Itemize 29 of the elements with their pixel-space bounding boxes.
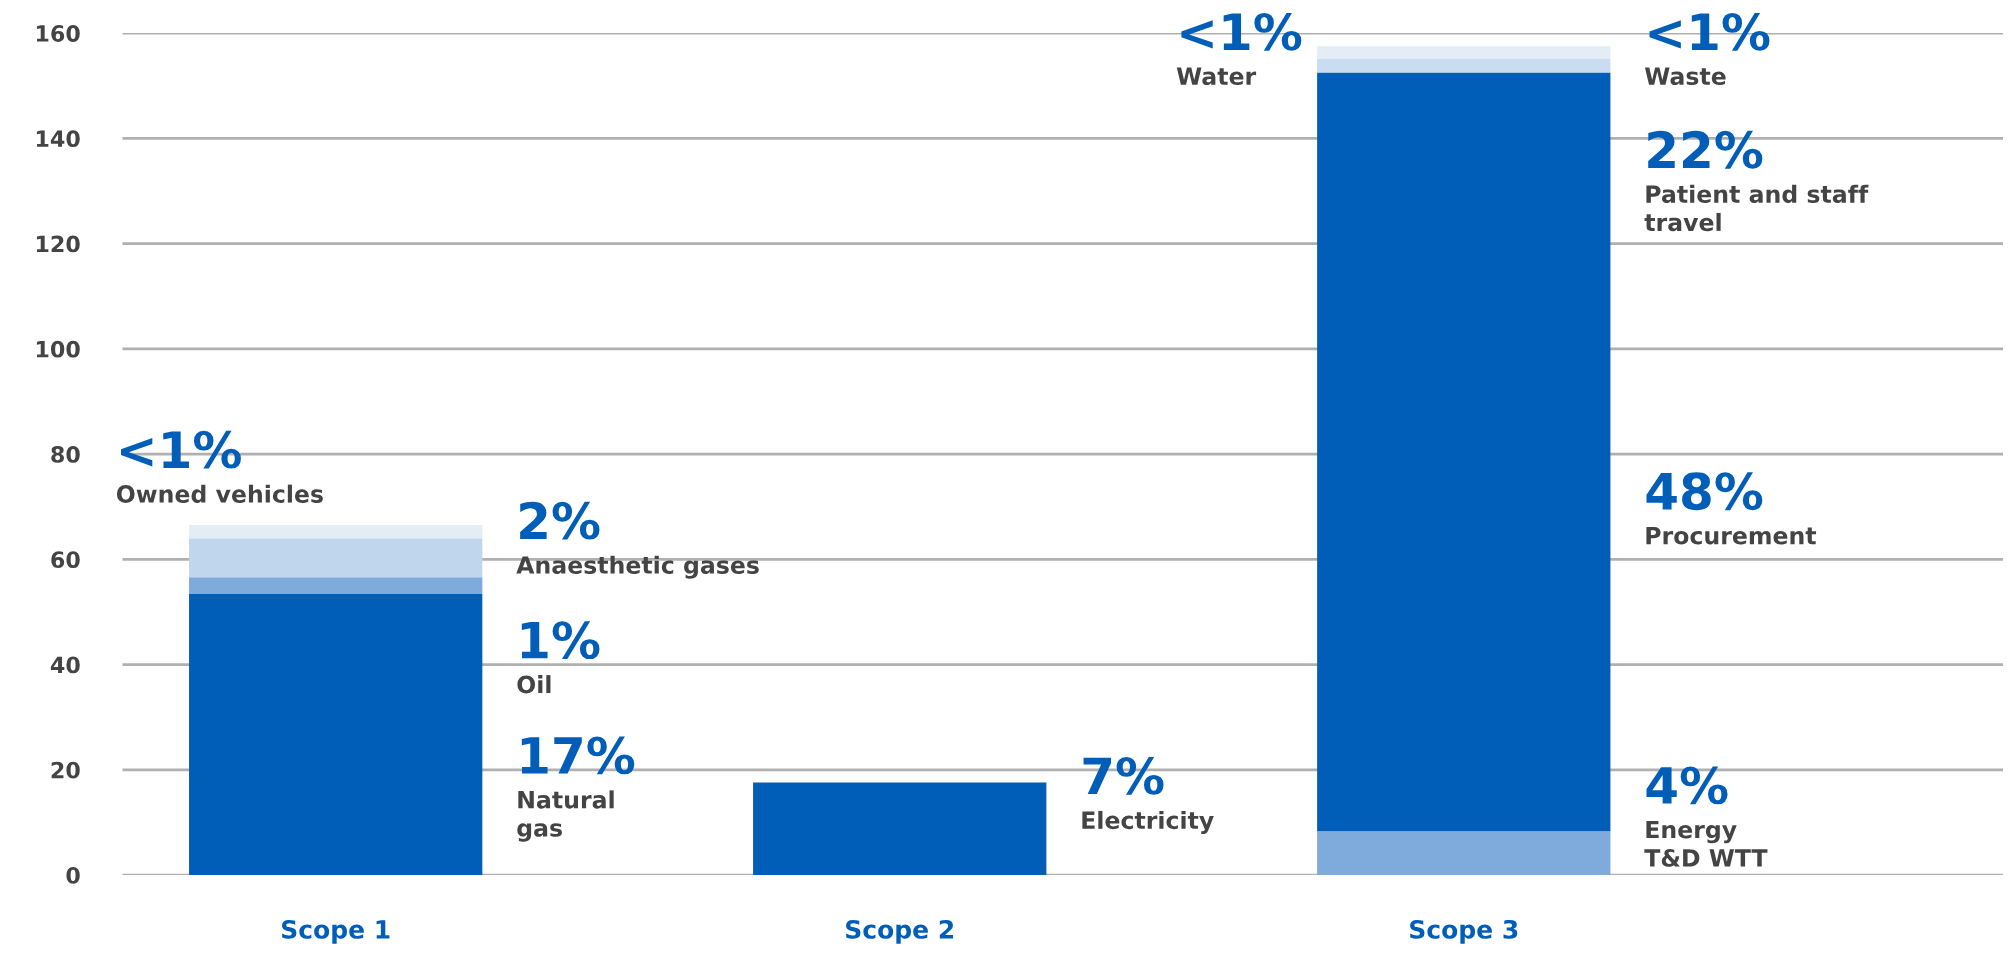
y-tick-label: 140 (36, 130, 80, 148)
y-tick-label: 80 (51, 446, 80, 463)
y-tick-label: 60 (51, 551, 80, 569)
annotation: 7% Electricity (1082, 757, 1214, 834)
annotation: 48% Procurement (1646, 472, 1817, 545)
bar (1317, 46, 1611, 59)
bar (189, 525, 483, 539)
bar (189, 538, 483, 578)
annotation: 1% Oil (517, 621, 600, 694)
bar (1317, 58, 1611, 73)
y-tick-label: 0 (66, 866, 80, 884)
x-tick-label: Scope 3 (1410, 919, 1518, 944)
y-tick-label: 160 (36, 25, 80, 42)
bar (189, 577, 483, 595)
annotation: 2% Anaesthetic gases (516, 501, 759, 579)
annotation: 22% Patient and staff travel (1644, 130, 1869, 232)
x-tick-label: Scope 1 (282, 919, 390, 944)
bar (753, 782, 1047, 876)
annotation: 4% Energy T&D WTT (1644, 766, 1768, 867)
annotation: <1% Owned vehicles (116, 430, 323, 503)
x-tick-label: Scope 2 (846, 919, 954, 944)
bar (189, 594, 483, 876)
y-tick-label: 100 (36, 340, 80, 358)
annotation: <1% Waste (1644, 12, 1770, 86)
y-tick-label: 40 (50, 656, 80, 674)
y-tick-label: 120 (36, 235, 80, 253)
y-tick-label: 20 (51, 761, 80, 779)
annotation: <1% Water (1176, 12, 1302, 86)
annotation: 17% Natural gas (517, 736, 635, 842)
